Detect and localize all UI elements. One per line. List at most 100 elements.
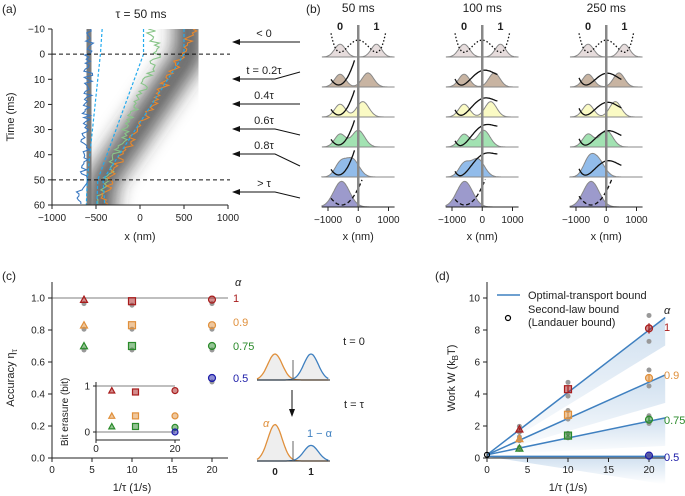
time-marker-label: > τ	[257, 178, 271, 190]
x-tick-label: −1000	[562, 215, 591, 226]
subplot-title: 100 ms	[463, 1, 502, 15]
state-label-0: 0	[585, 21, 591, 33]
data-point-triangle	[514, 434, 524, 443]
x-axis-label: x (nm)	[343, 231, 374, 243]
x-tick-label: 1000	[217, 213, 240, 224]
panel-a: −1000 −500 0 500 1000 −10 0 10 20 30 40 50 60 < 0 t = …	[28, 25, 301, 224]
y-tick-label: 4	[474, 390, 480, 401]
data-point-circle	[644, 415, 654, 424]
inset-y-tick-label: 0	[84, 428, 90, 439]
schematic-distribution-fill	[257, 354, 330, 380]
inset-x-tick-label: 0	[93, 444, 99, 455]
time-marker-arrow	[232, 126, 301, 136]
alpha-label: 0.5	[664, 452, 679, 464]
data-point-circle	[207, 341, 217, 351]
y-tick-label: 0.8	[31, 326, 45, 337]
potential-curve	[330, 33, 387, 53]
y-tick-label: 10	[469, 294, 481, 305]
panel-a-ylabel: Time (ms)	[5, 92, 17, 141]
data-point-square	[131, 412, 140, 420]
x-tick-label: 500	[176, 213, 193, 224]
data-point-circle	[171, 428, 179, 436]
y-tick-label: 30	[34, 125, 46, 136]
state-label-0: 0	[337, 21, 343, 33]
y-tick-label: 0	[474, 454, 480, 465]
potential-curve	[330, 150, 356, 176]
legend-marker-landauer	[504, 314, 512, 322]
x-tick-label: 0	[137, 213, 143, 224]
schematic-distribution-fill	[257, 424, 330, 461]
potential-curve	[578, 130, 622, 146]
x-tick-label: 5	[525, 465, 531, 476]
x-tick-label: 0	[355, 215, 361, 226]
individual-point	[646, 338, 652, 344]
x-tick-label: 20	[643, 465, 655, 476]
state-label-0: 0	[461, 21, 467, 33]
panel-c-legend-title: α	[235, 277, 242, 289]
density-map	[74, 29, 205, 205]
data-point-circle	[644, 324, 654, 333]
trajectory	[75, 29, 95, 205]
panel-c-xlabel: 1/τ (1/s)	[113, 482, 152, 494]
legend-text-landauer: (Landauer bound)	[528, 317, 615, 329]
data-point-square	[131, 422, 140, 431]
panel-a-title: τ = 50 ms	[115, 7, 166, 21]
y-tick-label: 8	[474, 326, 480, 337]
mean-path-dashed	[85, 29, 103, 205]
data-point-square	[563, 410, 573, 419]
data-point-circle	[644, 373, 654, 383]
data-point-circle	[644, 451, 654, 460]
y-tick-label: 60	[34, 201, 46, 212]
time-marker-label: 0.6τ	[254, 115, 274, 127]
potential-curve	[454, 69, 498, 86]
data-point-triangle	[79, 294, 89, 303]
panel-d-xlabel: 1/τ (1/s)	[549, 482, 588, 494]
individual-point	[565, 393, 571, 399]
x-tick-label: −1000	[314, 215, 343, 226]
panel-c-ylabel: Accuracy ητ	[5, 348, 19, 406]
x-tick-label: 5	[89, 465, 95, 476]
potential-curve	[578, 160, 622, 176]
x-tick-label: 10	[126, 465, 138, 476]
potential-curve	[330, 120, 356, 146]
individual-point	[646, 312, 652, 318]
data-point-triangle	[107, 411, 116, 419]
potential-curve	[330, 90, 356, 116]
potential-curve	[454, 179, 486, 206]
data-point-circle	[171, 412, 179, 420]
potential-curve	[578, 33, 635, 53]
schematic-one-minus-alpha-label: 1 − α	[307, 428, 333, 440]
bound-shading	[487, 456, 666, 485]
panel-label-d: (d)	[435, 269, 450, 283]
y-tick-label: 0	[39, 50, 45, 61]
potential-curve	[330, 179, 363, 206]
individual-point	[565, 379, 571, 385]
x-tick-label: 1000	[625, 215, 648, 226]
state-label-1: 1	[621, 21, 627, 33]
data-point-triangle	[107, 422, 116, 430]
individual-point	[646, 383, 652, 389]
x-tick-label: 0	[603, 215, 609, 226]
data-point-square	[563, 385, 573, 394]
data-point-circle	[171, 387, 179, 395]
y-tick-label: 0.0	[31, 454, 45, 465]
schematic-t0-label: t = 0	[343, 336, 365, 348]
time-marker-label: < 0	[256, 28, 272, 40]
time-marker-arrow	[232, 71, 301, 82]
y-tick-label: 0.2	[31, 422, 45, 433]
y-tick-label: 40	[34, 150, 46, 161]
subplot-title: 50 ms	[342, 1, 375, 15]
data-point-square	[563, 431, 573, 440]
x-tick-label: 10	[562, 465, 574, 476]
potential-curve	[454, 152, 498, 177]
y-tick-label: 0.4	[31, 390, 45, 401]
y-tick-label: 1.0	[31, 294, 45, 305]
density-band	[85, 29, 205, 205]
x-tick-label: 20	[206, 465, 218, 476]
x-tick-label: 15	[603, 465, 615, 476]
time-marker-arrow	[232, 151, 301, 167]
